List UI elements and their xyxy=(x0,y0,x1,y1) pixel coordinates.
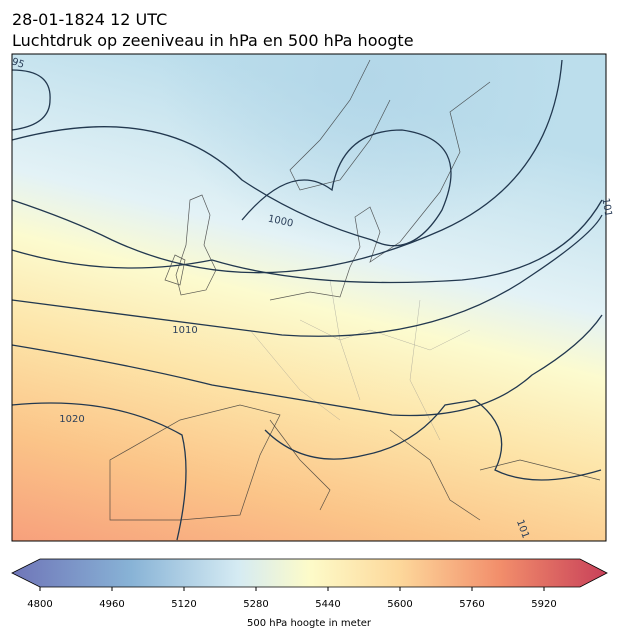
colorbar xyxy=(11,558,608,588)
title-date: 28-01-1824 12 UTC xyxy=(12,10,167,29)
coastline xyxy=(109,59,601,521)
colorbar-tick-label: 4800 xyxy=(27,599,52,610)
isobar xyxy=(11,126,452,247)
colorbar-tick-label: 5760 xyxy=(459,599,484,610)
map-field-low xyxy=(12,54,606,541)
colorbar-tick-label: 4960 xyxy=(99,599,124,610)
isobar xyxy=(11,199,603,284)
isobar-label: 1020 xyxy=(59,414,84,425)
colorbar-tick-label: 5600 xyxy=(387,599,412,610)
isobar xyxy=(11,69,51,131)
isobar xyxy=(11,59,563,274)
colorbar-tick-label: 5440 xyxy=(315,599,340,610)
isobar-label: 95 xyxy=(10,56,26,71)
colorbar-label: 500 hPa hoogte in meter xyxy=(247,618,372,629)
isobar xyxy=(11,214,603,337)
isobar-label: 101 xyxy=(599,197,613,218)
colorbar-tick-label: 5120 xyxy=(171,599,196,610)
isobar xyxy=(11,314,603,417)
colorbar-tick-label: 5280 xyxy=(243,599,268,610)
map xyxy=(11,53,607,542)
colorbar-body xyxy=(11,558,608,588)
isobar-label: 1010 xyxy=(172,325,197,336)
isobar-label: 1000 xyxy=(267,214,294,230)
isobar xyxy=(11,402,187,541)
colorbar-tick-label: 5920 xyxy=(531,599,556,610)
map-frame xyxy=(11,53,607,542)
isobar xyxy=(264,399,602,481)
title-description: Luchtdruk op zeeniveau in hPa en 500 hPa… xyxy=(12,31,414,50)
country-border xyxy=(249,279,471,441)
